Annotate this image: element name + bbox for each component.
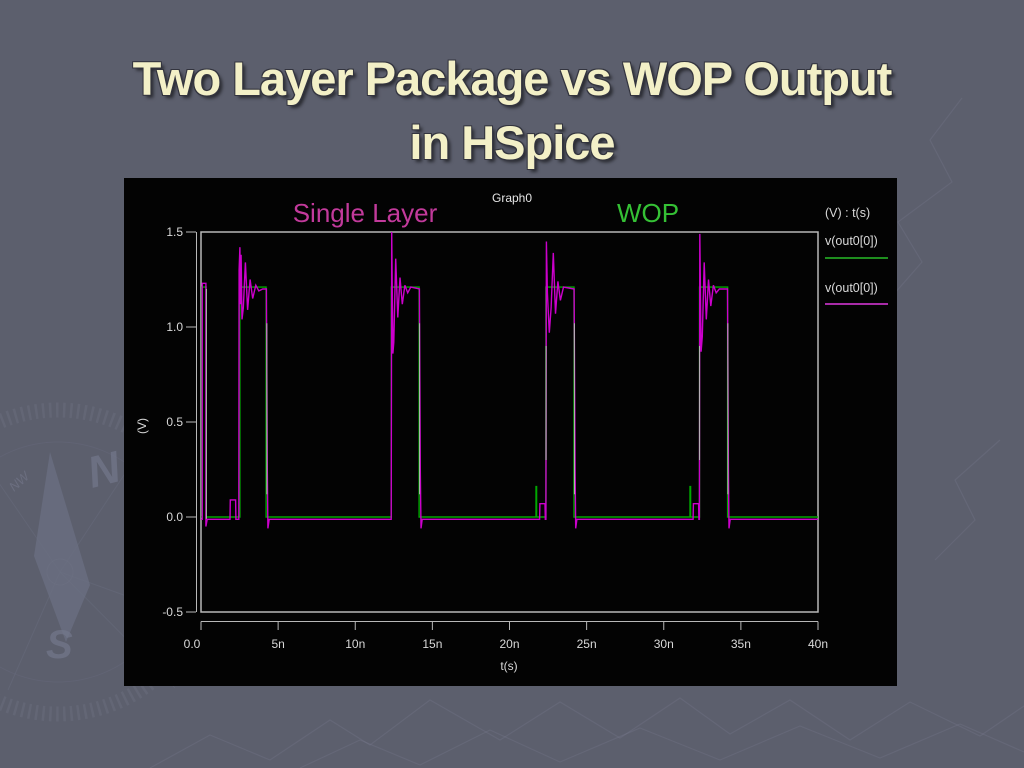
x-tick-label: 5n: [271, 637, 284, 651]
y-axis-title: (V): [135, 418, 149, 434]
x-tick-label: 25n: [577, 637, 597, 651]
trace-wop: [201, 286, 818, 518]
compass-letter-s: S: [46, 623, 73, 667]
x-tick-label: 40n: [808, 637, 828, 651]
y-tick-label: 0.0: [166, 510, 183, 524]
x-tick-label: 10n: [345, 637, 365, 651]
title-line-2: in HSpice: [409, 116, 615, 170]
compass-letter-n: N: [83, 442, 127, 498]
annotation-wop: WOP: [617, 198, 679, 228]
legend-label-single-layer: v(out0[0]): [825, 281, 878, 295]
x-tick-label: 20n: [499, 637, 519, 651]
y-tick-label: -0.5: [162, 605, 183, 619]
annotation-single-layer: Single Layer: [293, 198, 438, 228]
compass-needle: [34, 452, 90, 642]
trace-overlap-artifacts: [205, 289, 729, 519]
compass-letter-nw: NW: [6, 467, 33, 494]
x-tick-label: 15n: [422, 637, 442, 651]
x-tick-label: 35n: [731, 637, 751, 651]
x-tick-label: 30n: [654, 637, 674, 651]
legend: (V) : t(s) v(out0[0]) v(out0[0]): [825, 206, 888, 305]
waveform-chart: Graph0 Single Layer WOP (V) : t(s) v(out…: [135, 191, 888, 673]
waveform-traces: [201, 231, 818, 529]
x-tick-label: 0.0: [184, 637, 201, 651]
page-title: Two Layer Package vs WOP Output in HSpice: [0, 47, 1024, 175]
legend-label-wop: v(out0[0]): [825, 234, 878, 248]
compass-hub: [46, 558, 74, 586]
y-axis-ticks: 1.5 1.0 0.5 0.0 -0.5: [162, 225, 196, 619]
x-axis-title: t(s): [500, 659, 517, 673]
trace-single-layer: [201, 231, 818, 529]
title-line-1: Two Layer Package vs WOP Output: [132, 52, 893, 106]
graph-window-title: Graph0: [492, 191, 532, 205]
y-tick-label: 1.5: [166, 225, 183, 239]
chart-panel: Graph0 Single Layer WOP (V) : t(s) v(out…: [124, 178, 897, 686]
y-tick-label: 0.5: [166, 415, 183, 429]
plot-frame: [200, 231, 819, 613]
x-axis-ticks: 0.0 5n 10n 15n 20n 25n 30n 35n 40n: [184, 621, 828, 651]
y-tick-label: 1.0: [166, 320, 183, 334]
legend-header: (V) : t(s): [825, 206, 870, 220]
